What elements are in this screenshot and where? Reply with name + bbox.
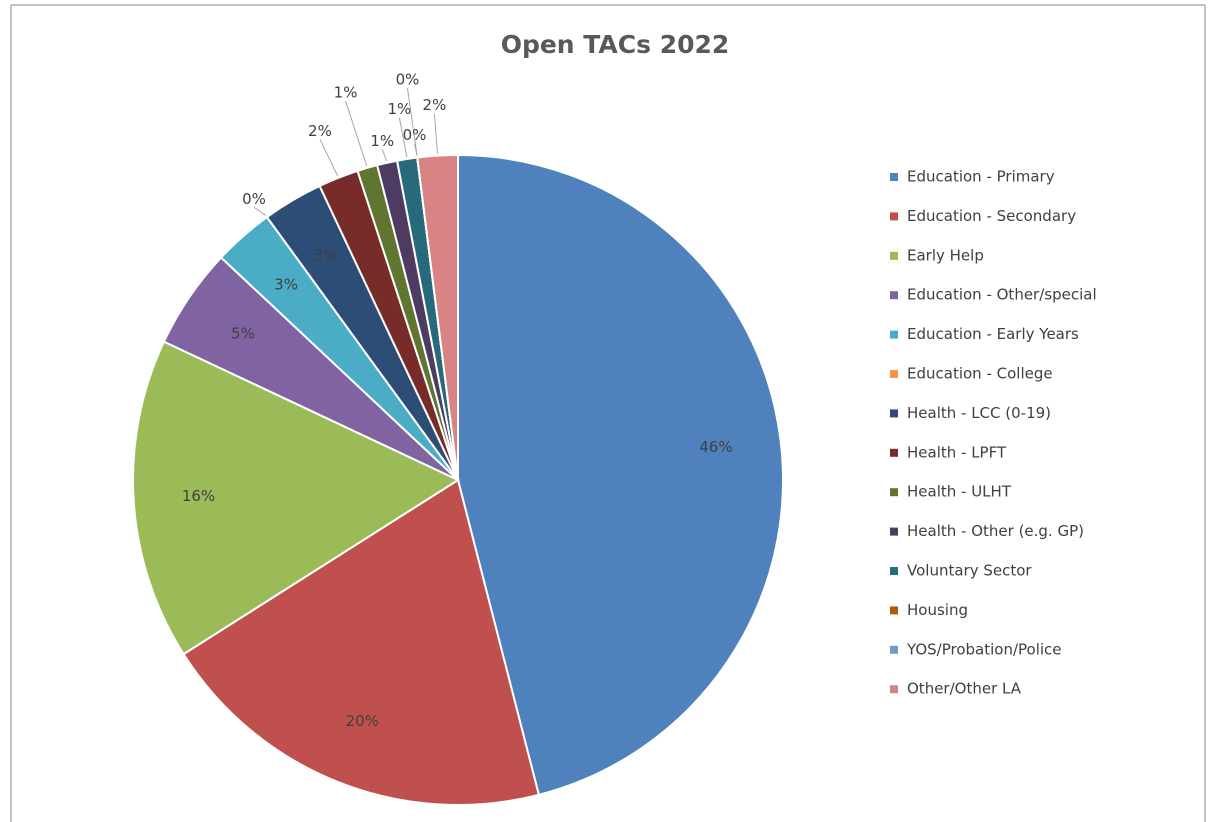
legend-label: Health - LCC (0-19) (907, 404, 1051, 422)
leader-line (414, 143, 418, 156)
legend-swatch (890, 370, 898, 378)
legend-label: YOS/Probation/Police (906, 640, 1062, 658)
legend-swatch (890, 527, 898, 536)
data-label: 0% (242, 190, 266, 208)
data-label: 3% (274, 275, 298, 293)
legend-swatch (890, 448, 898, 457)
legend-swatch (890, 645, 898, 654)
legend-label: Voluntary Sector (907, 562, 1032, 580)
legend-swatch (890, 173, 898, 181)
legend-label: Housing (907, 601, 968, 619)
pie-slice (457, 153, 784, 797)
leader-line (398, 117, 408, 158)
data-label: 0% (403, 126, 427, 144)
legend-swatch (890, 212, 898, 221)
legend-label: Education - Secondary (907, 207, 1076, 225)
pie-slice (132, 340, 461, 656)
leader-line (433, 113, 438, 154)
leader-line (381, 149, 388, 162)
legend-label: Education - Early Years (907, 325, 1079, 343)
data-label: 1% (387, 100, 411, 118)
data-label: 1% (370, 132, 394, 150)
data-label: 0% (396, 71, 420, 89)
legend-label: Health - LPFT (907, 443, 1007, 461)
data-label: 2% (308, 122, 332, 140)
pie-slice (182, 478, 541, 806)
data-label: 20% (346, 712, 379, 730)
leader-line (345, 100, 368, 167)
pie-slice (416, 153, 459, 481)
legend-label: Early Help (907, 246, 984, 264)
legend-swatch (890, 685, 898, 694)
data-label: 5% (231, 324, 255, 342)
legend-swatch (890, 409, 898, 418)
legend-label: Health - Other (e.g. GP) (907, 522, 1084, 540)
legend-swatch (890, 291, 898, 300)
data-label: 16% (182, 487, 215, 505)
legend-swatch (890, 567, 898, 575)
legend-swatch (890, 330, 898, 339)
legend-swatch (890, 488, 898, 497)
data-label: 2% (423, 96, 447, 114)
legend-swatch (890, 606, 898, 615)
legend-label: Education - Primary (907, 168, 1055, 186)
data-label: 46% (699, 438, 732, 456)
chart-title: Open TACs 2022 (501, 30, 730, 59)
legend-label: Education - Other/special (907, 286, 1097, 304)
legend-swatch (890, 251, 898, 260)
legend-label: Other/Other LA (907, 680, 1022, 698)
leader-line (319, 139, 339, 177)
data-label: 3% (314, 247, 338, 265)
legend-label: Education - College (907, 365, 1053, 383)
leader-line (253, 206, 267, 216)
legend-label: Health - ULHT (907, 483, 1012, 501)
leader-line (406, 88, 418, 156)
data-label: 1% (334, 84, 358, 102)
